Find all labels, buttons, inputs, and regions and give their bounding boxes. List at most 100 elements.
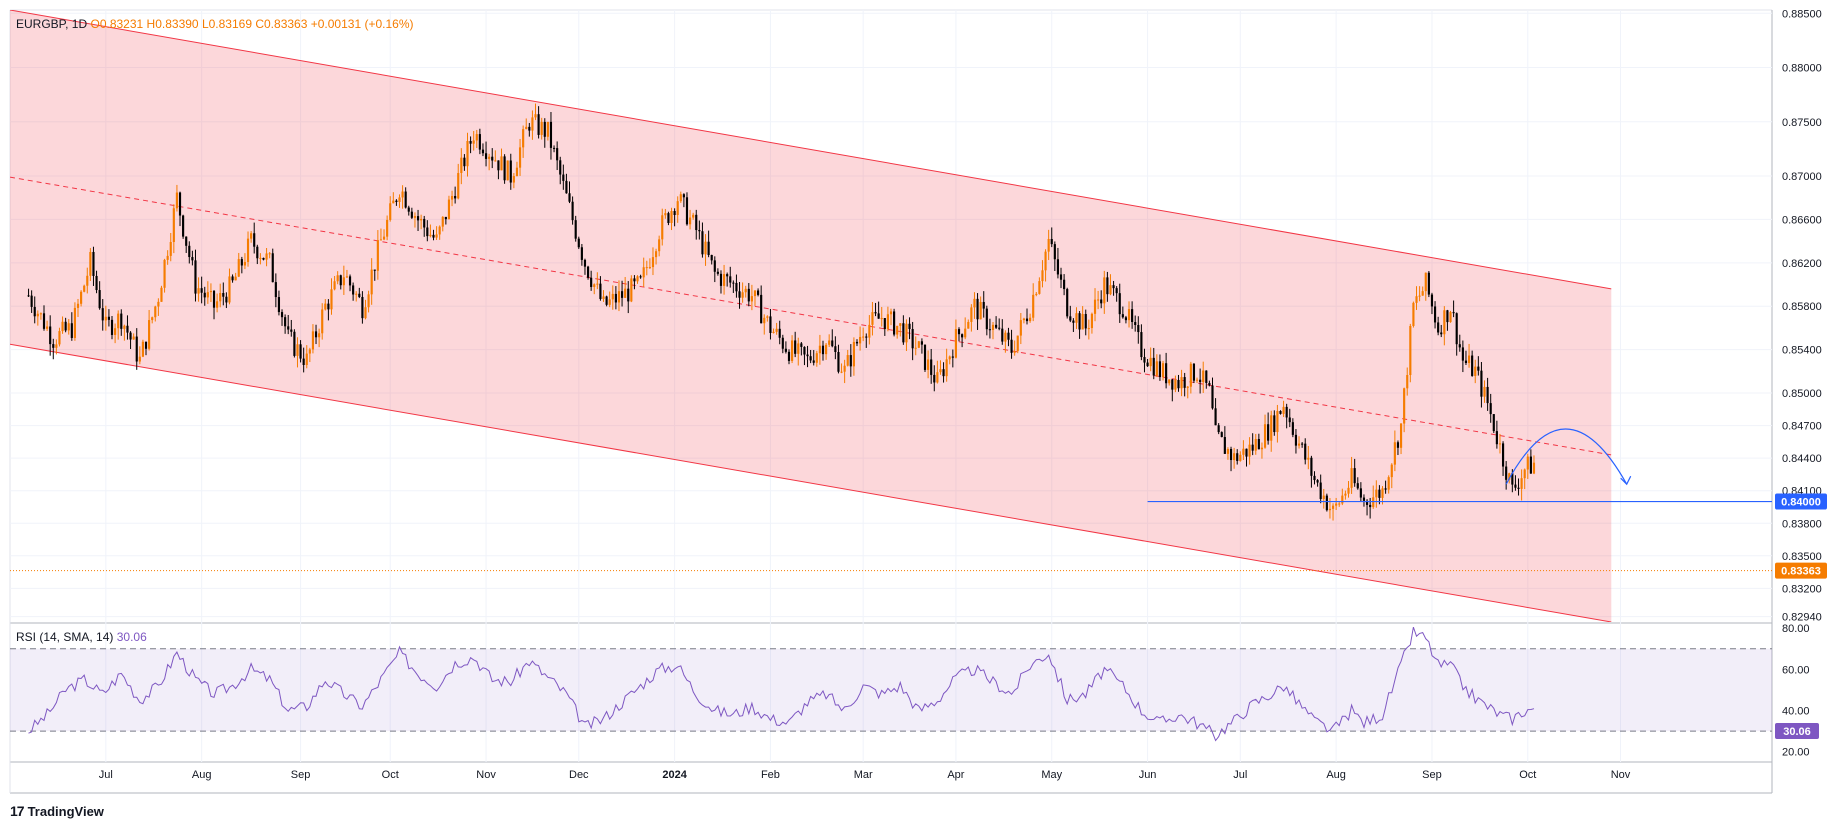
candle-body — [413, 216, 417, 218]
candle-body — [852, 341, 855, 367]
candle-body — [837, 351, 840, 372]
candle-body — [1427, 272, 1430, 295]
candle-body — [64, 321, 67, 331]
price-tick-label: 0.86600 — [1782, 214, 1822, 226]
time-tick-label: 2024 — [662, 769, 687, 781]
candle-body — [509, 160, 512, 183]
time-axis: Jul Aug Sep Oct Nov Dec 2024 Feb Mar Apr May Jun Jul… — [99, 769, 1631, 781]
candle-body — [1029, 317, 1032, 322]
candle-body — [89, 251, 92, 276]
candle-body — [664, 213, 667, 216]
candle-body — [593, 284, 596, 287]
candle-body — [154, 306, 157, 318]
candle-body — [39, 313, 42, 315]
candle-body — [871, 312, 874, 325]
candle-body — [750, 296, 753, 302]
candle-body — [923, 344, 927, 370]
candle-body — [883, 318, 886, 330]
arc-annotation — [1505, 428, 1628, 485]
candle-body — [1038, 281, 1041, 294]
candle-body — [682, 194, 685, 198]
candle-body — [398, 197, 401, 202]
candle-body — [1001, 328, 1004, 342]
candle-body — [1344, 493, 1347, 496]
candle-body — [747, 288, 750, 302]
candle-body — [982, 301, 985, 309]
candle-body — [1418, 295, 1421, 297]
candle-body — [1313, 475, 1316, 481]
candle-body — [840, 371, 843, 373]
candle-body — [1010, 339, 1013, 353]
candle-body — [1403, 388, 1406, 424]
candle-body — [1331, 505, 1335, 509]
candle-body — [806, 354, 809, 357]
candle-body — [1480, 370, 1483, 397]
candle-body — [914, 347, 917, 349]
candle-body — [126, 325, 129, 333]
candle-body — [1384, 488, 1387, 490]
candle-body — [438, 226, 441, 235]
candle-body — [277, 297, 281, 313]
candle-body — [36, 313, 39, 317]
candle-body — [1350, 468, 1353, 488]
low-value: L0.83169 — [201, 17, 252, 31]
candle-body — [342, 277, 345, 286]
candle-body — [1165, 363, 1168, 384]
candle-body — [1443, 310, 1446, 335]
candle-body — [834, 346, 837, 352]
candle-body — [401, 191, 404, 198]
candle-body — [172, 208, 175, 243]
candle-body — [515, 167, 519, 177]
rsi-value-tag — [1775, 722, 1819, 739]
candle-body — [327, 303, 330, 310]
candle-body — [565, 180, 568, 194]
candle-body — [138, 356, 141, 362]
candle-body — [979, 301, 982, 320]
candle-body — [231, 276, 234, 281]
candle-body — [1078, 313, 1081, 330]
candle-body — [95, 275, 98, 291]
candle-body — [447, 199, 451, 220]
candle-body — [1294, 434, 1298, 446]
candle-body — [330, 289, 333, 310]
candle-body — [608, 299, 611, 305]
candle-body — [463, 157, 466, 167]
candle-body — [1433, 306, 1437, 323]
candle-body — [815, 353, 818, 363]
tradingview-brand[interactable]: 17 TradingView — [10, 803, 104, 819]
candle-body — [1195, 379, 1199, 381]
candle-body — [1338, 503, 1341, 505]
candle-body — [964, 328, 967, 338]
time-tick-label: Apr — [947, 769, 964, 781]
support-price-tag-label: 0.84000 — [1781, 497, 1821, 509]
candle-body — [1282, 406, 1285, 414]
candle-body — [1229, 448, 1233, 461]
candle-body — [927, 359, 930, 370]
candle-body — [1041, 270, 1044, 282]
candle-body — [274, 282, 277, 298]
candle-body — [772, 331, 775, 333]
candle-body — [995, 324, 998, 328]
candle-body — [787, 351, 791, 361]
candle-body — [404, 191, 407, 208]
candle-body — [859, 336, 862, 344]
candle-body — [423, 218, 426, 228]
candle-body — [234, 276, 237, 281]
candle-body — [1325, 495, 1328, 511]
candles — [27, 103, 1536, 521]
candle-body — [1316, 480, 1319, 483]
arc-arrowhead — [1620, 475, 1632, 486]
candle-body — [614, 293, 617, 303]
candle-body — [420, 218, 423, 221]
candle-body — [1359, 488, 1362, 498]
candle-body — [1134, 322, 1137, 326]
candle-body — [1532, 462, 1536, 474]
candle-body — [766, 316, 769, 318]
candle-body — [1097, 299, 1100, 301]
candle-body — [367, 294, 370, 308]
candle-body — [197, 288, 200, 294]
candle-body — [178, 192, 182, 216]
candle-body — [778, 328, 781, 338]
